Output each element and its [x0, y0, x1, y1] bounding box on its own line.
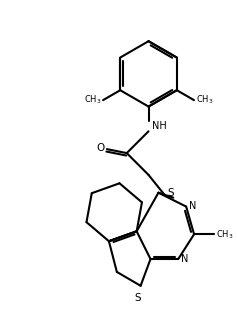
Text: CH$_3$: CH$_3$: [84, 94, 101, 106]
Text: CH$_3$: CH$_3$: [216, 228, 233, 240]
Text: CH$_3$: CH$_3$: [196, 94, 214, 106]
Text: N: N: [189, 201, 196, 211]
Text: S: S: [167, 188, 174, 198]
Text: O: O: [96, 143, 104, 153]
Text: N: N: [181, 254, 189, 264]
Text: NH: NH: [152, 121, 167, 131]
Text: S: S: [134, 293, 141, 303]
